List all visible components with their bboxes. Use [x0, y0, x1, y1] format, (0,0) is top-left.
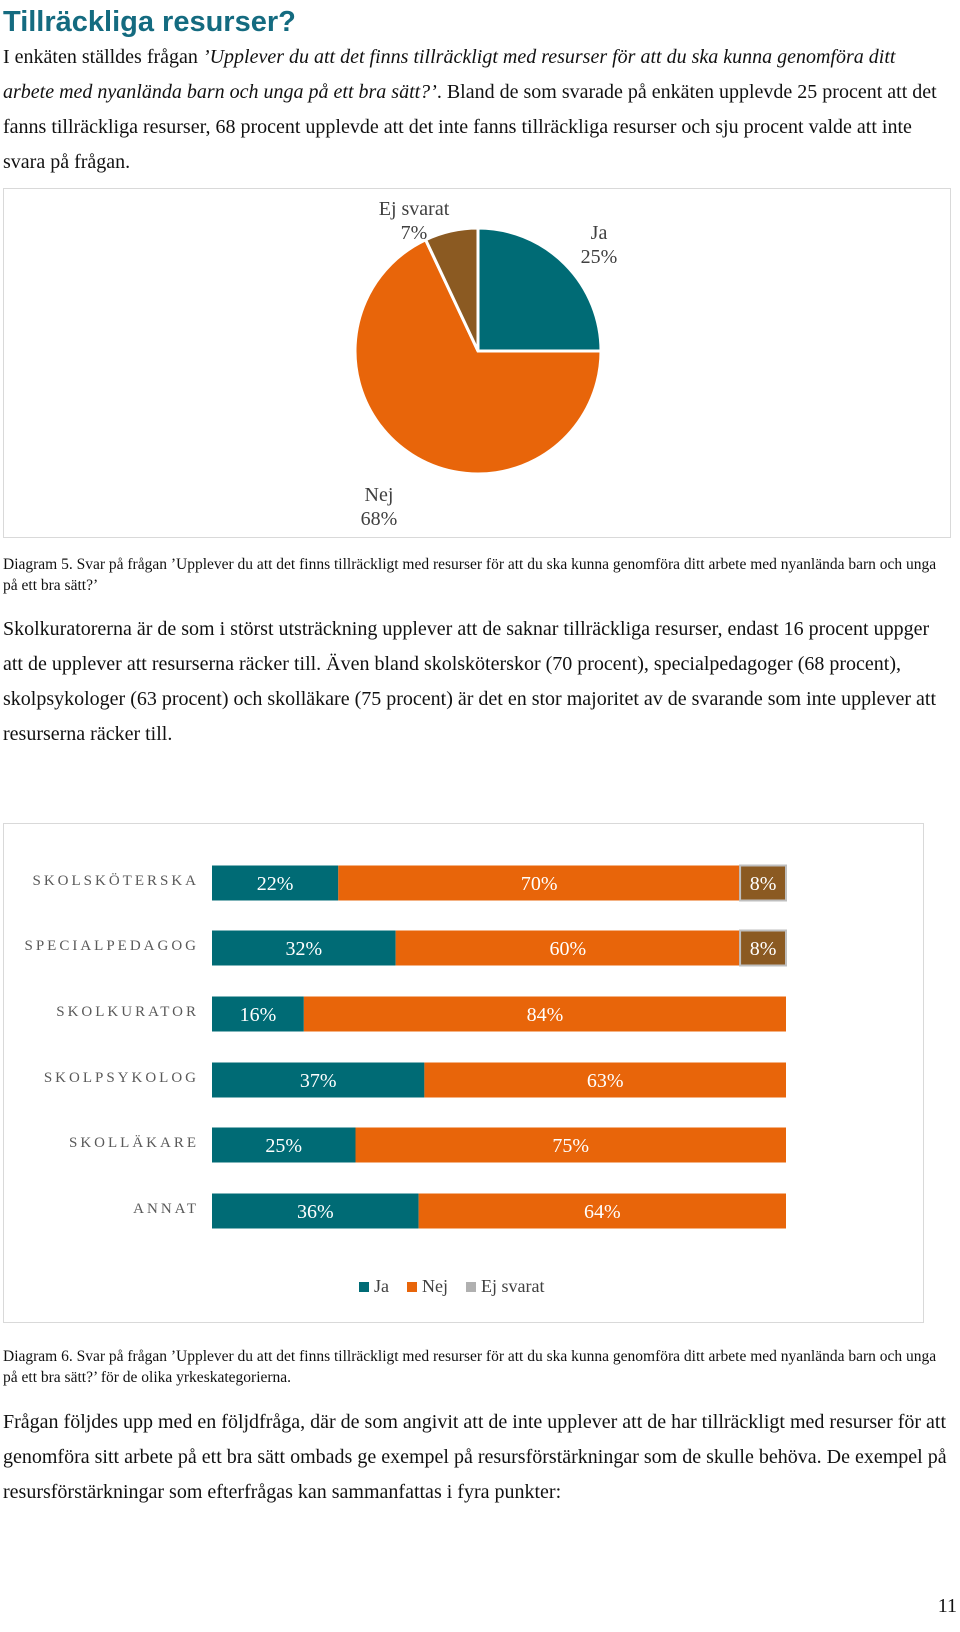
paragraph-3: Frågan följdes upp med en följdfråga, dä… — [3, 1411, 947, 1503]
bar-segment-ja — [212, 1062, 425, 1098]
paragraph-2: Skolkuratorerna är de som i störst utstr… — [3, 618, 937, 745]
pie-label-ja-name: Ja — [590, 222, 608, 244]
pie-slice-nej — [353, 237, 603, 476]
pie-chart — [353, 226, 603, 476]
bar-category-label: ANNAT — [133, 1201, 199, 1217]
intro-question: ’Upplever du att det finns tillräckligt … — [3, 46, 896, 103]
pie-label-ej-svarat: Ej svarat 7% — [349, 197, 479, 245]
bar-data-label: 84% — [527, 1004, 564, 1026]
pie-slice-ja — [476, 226, 603, 353]
bar-category-label: SKOLLÄKARE — [69, 1135, 199, 1151]
bar-segment-nej — [424, 1062, 786, 1098]
bar-segment-ja — [212, 865, 339, 901]
bar-segment-nej — [395, 930, 741, 966]
bar-segment-ej-svarat — [739, 864, 788, 902]
bar-data-label: 70% — [521, 873, 558, 895]
pie-label-ej-svarat-value: 7% — [400, 222, 428, 244]
page-heading: Tillräckliga resurser? — [3, 6, 296, 38]
pie-slice-ej-svarat — [423, 226, 480, 352]
bar-data-label: 22% — [257, 873, 294, 895]
bar-segment-ja — [212, 1127, 356, 1163]
legend-label-nej: Nej — [422, 1276, 448, 1296]
bar-category-label: SKOLKURATOR — [56, 1004, 199, 1020]
intro-pre: I enkäten ställdes frågan — [3, 46, 203, 68]
page-number: 11 — [937, 1595, 957, 1617]
intro-post: . Bland de som svarade på enkäten upplev… — [3, 81, 937, 173]
bar-chart-frame — [3, 823, 924, 1323]
bar-category-label: SPECIALPEDAGOG — [24, 938, 199, 954]
bar-segment-nej — [303, 996, 786, 1032]
legend-label-ja: Ja — [374, 1276, 389, 1296]
bar-data-label: 63% — [587, 1070, 624, 1092]
pie-label-nej-name: Nej — [364, 484, 394, 506]
bar-data-label: 60% — [550, 938, 587, 960]
bar-data-label: 36% — [297, 1201, 334, 1223]
pie-label-ja: Ja 25% — [554, 221, 644, 269]
pie-label-ja-value: 25% — [580, 246, 618, 268]
bar-segment-ja — [212, 996, 304, 1032]
legend-item-ja: Ja — [359, 1276, 389, 1297]
bar-data-label: 32% — [286, 938, 323, 960]
bar-segment-ja — [212, 930, 396, 966]
bar-segment-nej — [355, 1127, 786, 1163]
pie-caption: Diagram 5. Svar på frågan ’Upplever du a… — [3, 556, 937, 594]
pie-label-ej-svarat-name: Ej svarat — [378, 198, 450, 220]
bar-data-label: 64% — [584, 1201, 621, 1223]
intro-paragraph: I enkäten ställdes frågan ’Upplever du a… — [3, 40, 951, 180]
legend-swatch-nej — [407, 1281, 417, 1292]
pie-label-nej-value: 68% — [360, 508, 398, 530]
pie-chart-frame: Ej svarat 7% Ja 25% Nej 68% — [3, 188, 951, 538]
bar-data-label: 8% — [750, 873, 777, 895]
legend-label-ej-svarat: Ej svarat — [481, 1276, 545, 1296]
legend-item-nej: Nej — [407, 1276, 448, 1297]
bar-segment-nej — [338, 865, 741, 901]
bar-category-label: SKOLSKÖTERSKA — [32, 873, 199, 889]
bar-data-label: 37% — [300, 1070, 337, 1092]
bar-category-label: SKOLPSYKOLOG — [43, 1070, 199, 1086]
bar-segment-ja — [212, 1193, 419, 1229]
bar-data-label: 16% — [240, 1004, 277, 1026]
bar-data-label: 25% — [265, 1135, 302, 1157]
pie-label-nej: Nej 68% — [334, 483, 424, 531]
legend-swatch-ja — [359, 1281, 369, 1292]
bar-data-label: 75% — [552, 1135, 589, 1157]
bar-legend: Ja Nej Ej svarat — [359, 1276, 544, 1297]
bar-data-label: 8% — [750, 938, 777, 960]
legend-swatch-ej-svarat — [466, 1281, 476, 1292]
bar-segment-ej-svarat — [739, 929, 788, 967]
bar-segment-nej — [418, 1193, 786, 1229]
bar-caption: Diagram 6. Svar på frågan ’Upplever du a… — [3, 1348, 937, 1386]
bar-chart: 22% 70% 8% 32% 60% 8% 16% 84% 37% 63% 25% 75% 36% 64% — [212, 864, 788, 1229]
legend-item-ej-svarat: Ej svarat — [466, 1276, 544, 1297]
